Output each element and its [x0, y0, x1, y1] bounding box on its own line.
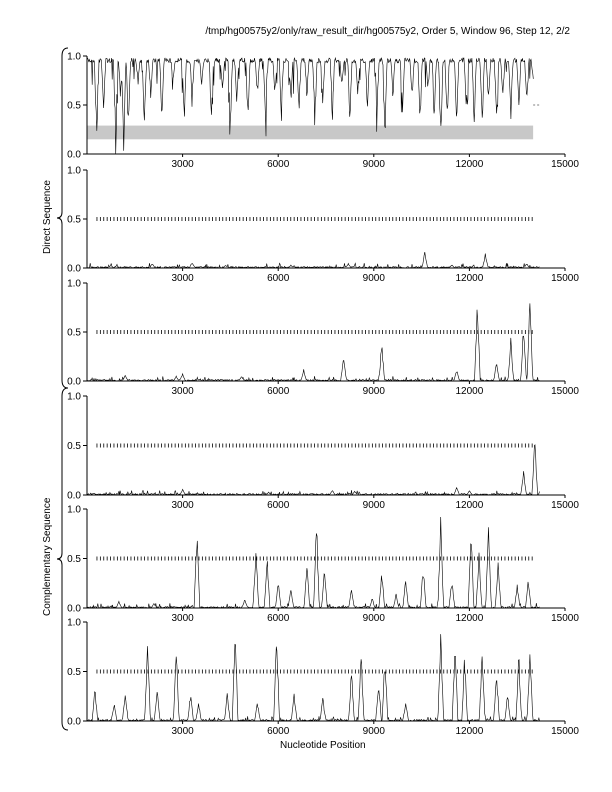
direct-sequence-label: Direct Sequence — [42, 180, 53, 254]
x-tick-label: 3000 — [171, 726, 194, 737]
y-tick-label: 1.0 — [67, 279, 81, 290]
x-tick-label: 12000 — [455, 159, 483, 170]
x-tick-label: 3000 — [171, 386, 194, 397]
y-tick-label: 1.0 — [67, 52, 81, 63]
x-tick-label: 3000 — [171, 500, 194, 511]
x-tick-label: 12000 — [455, 613, 483, 624]
x-tick-label: 6000 — [267, 159, 290, 170]
x-tick-label: 3000 — [171, 613, 194, 624]
y-tick-label: 0.0 — [67, 264, 81, 275]
y-tick-label: 0.5 — [67, 215, 81, 226]
x-tick-label: 9000 — [363, 613, 386, 624]
y-tick-label: 0.0 — [67, 491, 81, 502]
x-tick-label: 15000 — [551, 726, 579, 737]
panel-comp-1: 0.0 0.5 1.0 3000 6000 9000 12000 15000 — [67, 392, 579, 512]
x-tick-label: 9000 — [363, 726, 386, 737]
y-tick-label: 0.5 — [67, 554, 81, 565]
x-axis-label: Nucleotide Position — [280, 740, 366, 751]
series-line — [86, 516, 540, 609]
series-line — [87, 56, 534, 155]
x-tick-label: 6000 — [267, 613, 290, 624]
y-tick-label: 0.5 — [67, 101, 81, 112]
y-tick-label: 0.0 — [67, 377, 81, 388]
x-tick-label: 6000 — [267, 273, 290, 284]
y-tick-label: 1.0 — [67, 392, 81, 403]
x-tick-label: 9000 — [363, 273, 386, 284]
panel-comp-3: 0.0 0.5 1.0 3000 6000 9000 12000 15000 — [67, 618, 579, 738]
series-line — [86, 444, 540, 496]
panel-top: 0.0 0.5 1.0 3000 6000 9000 12000 15000 — [67, 52, 579, 171]
y-tick-label: 1.0 — [67, 166, 81, 177]
x-tick-label: 12000 — [455, 726, 483, 737]
y-tick-label: 0.0 — [67, 604, 81, 615]
series-line — [86, 252, 540, 269]
x-tick-label: 9000 — [363, 159, 386, 170]
x-tick-label: 6000 — [267, 500, 290, 511]
threshold-band — [87, 125, 534, 140]
direct-sequence-brace — [56, 47, 69, 389]
y-tick-label: 0.0 — [67, 150, 81, 161]
complementary-sequence-label: Complementary Sequence — [42, 497, 53, 616]
series-line — [86, 634, 540, 723]
x-tick-label: 15000 — [551, 613, 579, 624]
x-tick-label: 15000 — [551, 159, 579, 170]
y-tick-label: 0.5 — [67, 441, 81, 452]
series-line — [86, 303, 540, 382]
panel-direct-1: 0.0 0.5 1.0 3000 6000 9000 12000 15000 — [67, 166, 579, 285]
x-tick-label: 9000 — [363, 386, 386, 397]
panel-direct-2: 0.0 0.5 1.0 3000 6000 9000 12000 15000 — [67, 279, 579, 398]
y-tick-label: 1.0 — [67, 505, 81, 516]
panel-comp-2: 0.0 0.5 1.0 3000 6000 9000 12000 15000 — [67, 505, 579, 625]
x-tick-label: 15000 — [551, 386, 579, 397]
x-tick-label: 3000 — [171, 273, 194, 284]
y-tick-label: 0.5 — [67, 667, 81, 678]
x-tick-label: 15000 — [551, 500, 579, 511]
x-tick-label: 15000 — [551, 273, 579, 284]
y-tick-label: 1.0 — [67, 618, 81, 629]
y-tick-label: 0.5 — [67, 328, 81, 339]
page-title: /tmp/hg00575y2/only/raw_result_dir/hg005… — [205, 26, 570, 37]
x-tick-label: 12000 — [455, 273, 483, 284]
x-tick-label: 12000 — [455, 386, 483, 397]
y-tick-label: 0.0 — [67, 717, 81, 728]
x-tick-label: 12000 — [455, 500, 483, 511]
x-tick-label: 3000 — [171, 159, 194, 170]
x-tick-label: 9000 — [363, 500, 386, 511]
x-tick-label: 6000 — [267, 726, 290, 737]
complementary-sequence-brace — [56, 387, 69, 731]
x-tick-label: 6000 — [267, 386, 290, 397]
